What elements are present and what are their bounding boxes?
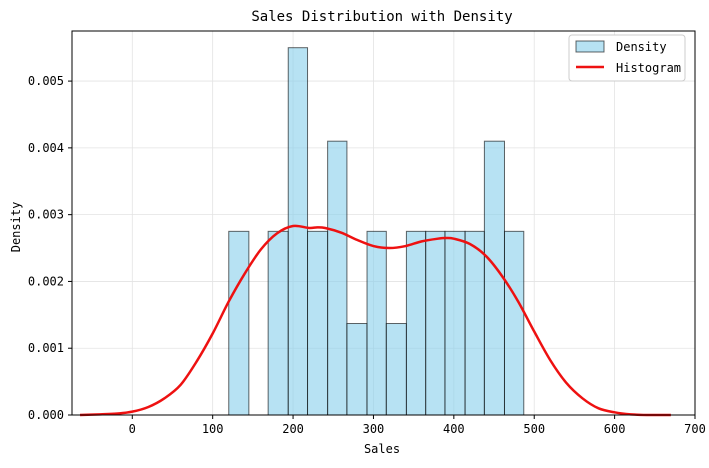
- density-curve-layer: [79, 224, 671, 417]
- plot-frame: [71, 30, 696, 416]
- histogram-bar: [366, 230, 387, 416]
- x-tick-label: 200: [282, 422, 304, 436]
- chart-title: Sales Distribution with Density: [251, 9, 512, 25]
- x-tick-label: 700: [684, 422, 706, 436]
- legend: Density Histogram: [568, 34, 686, 82]
- histogram-bar: [444, 230, 466, 416]
- x-axis-label: Sales: [364, 442, 400, 456]
- histogram-bar: [483, 140, 505, 416]
- y-tick-label: 0.002: [28, 274, 64, 288]
- y-tick-label: 0.000: [28, 408, 64, 422]
- histogram-bar: [385, 323, 407, 416]
- axis-ticks: 0 100 200 300 400 500 600 700 0.000 0.001 0.002 0.0…: [28, 74, 706, 436]
- histogram-bar: [307, 230, 329, 416]
- histogram-bar: [425, 230, 446, 416]
- histogram-bar: [503, 230, 525, 416]
- histogram-bar: [287, 47, 309, 416]
- y-tick-label: 0.004: [28, 141, 64, 155]
- histogram-bar: [464, 230, 485, 416]
- histogram-bar: [346, 323, 368, 416]
- legend-density-label: Density: [616, 40, 667, 54]
- histogram-bar: [228, 230, 250, 416]
- y-tick-label: 0.005: [28, 74, 64, 88]
- x-tick-label: 100: [202, 422, 224, 436]
- x-tick-label: 500: [523, 422, 545, 436]
- y-tick-label: 0.003: [28, 208, 64, 222]
- histogram-bar: [327, 140, 348, 416]
- legend-histogram-label: Histogram: [616, 61, 681, 75]
- y-tick-label: 0.001: [28, 341, 64, 355]
- histogram-bar: [267, 230, 289, 416]
- x-tick-label: 0: [129, 422, 136, 436]
- density-curve: [79, 224, 671, 417]
- x-tick-label: 400: [443, 422, 465, 436]
- legend-density-swatch: [575, 40, 605, 53]
- histogram-bar: [405, 230, 427, 416]
- y-axis-label: Density: [9, 202, 23, 253]
- x-tick-label: 300: [363, 422, 385, 436]
- x-tick-label: 600: [604, 422, 626, 436]
